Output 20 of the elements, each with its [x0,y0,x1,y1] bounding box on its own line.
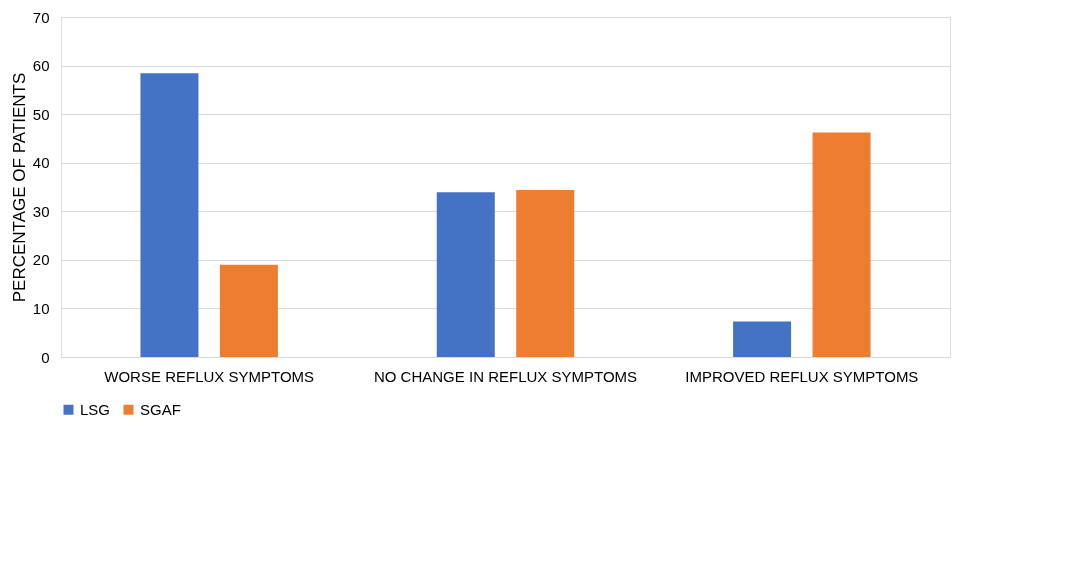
bar [516,189,575,357]
y-tick-label: 0 [41,348,50,366]
y-tick-label: 20 [32,251,50,269]
x-tick-label: IMPROVED REFLUX SYMPTOMS [685,367,919,385]
legend-label: LSG [80,400,111,418]
bar [733,321,792,357]
bar [812,132,871,357]
bar [219,264,278,357]
y-tick-label: 30 [32,202,50,220]
x-tick-label: NO CHANGE IN REFLUX SYMPTOMS [373,367,638,385]
bar [140,73,199,357]
y-tick-label: 70 [32,8,50,26]
legend-label: SGAF [140,400,181,418]
bar [436,192,495,357]
x-tick-label: WORSE REFLUX SYMPTOMS [104,367,315,385]
y-tick-label: 50 [32,105,50,123]
y-tick-label: 60 [32,57,50,75]
y-tick-label: 10 [32,299,50,317]
y-axis-title: PERCENTAGE OF PATIENTS [9,72,29,303]
y-tick-label: 40 [32,154,50,172]
